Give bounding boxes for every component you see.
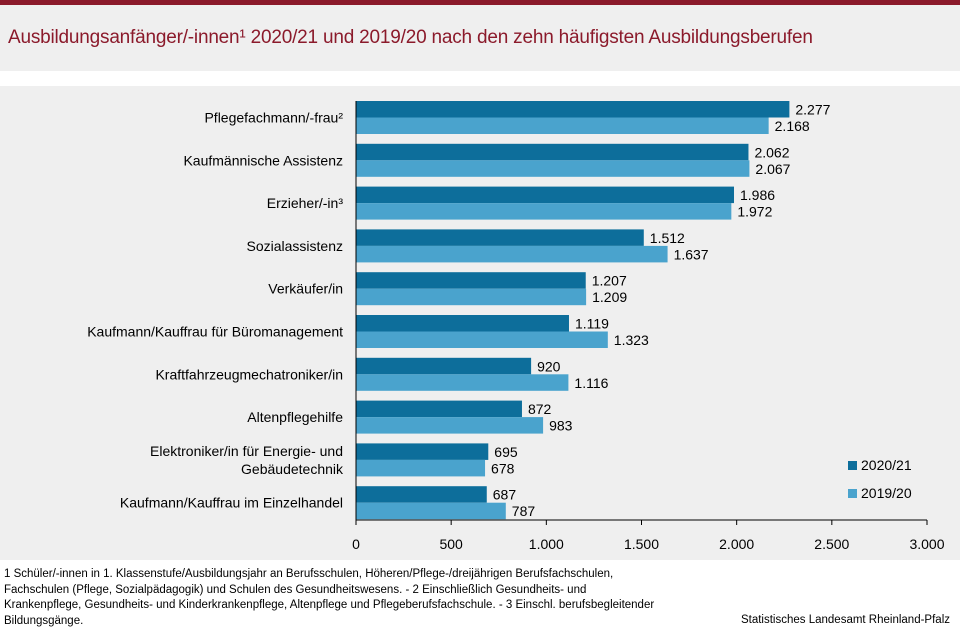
top-accent-line	[0, 0, 960, 5]
value-label: 695	[494, 444, 518, 460]
value-label: 687	[493, 487, 517, 503]
bar-s2	[356, 417, 544, 434]
legend-swatch	[848, 489, 857, 498]
x-tick-label: 3.000	[909, 536, 944, 552]
header-band: Ausbildungsanfänger/-innen¹ 2020/21 und …	[0, 5, 960, 71]
value-label: 2.067	[755, 161, 790, 177]
value-label: 1.637	[674, 246, 709, 262]
x-axis: 0 500 1.000 1.500 2.000 2.500 3.000	[352, 101, 945, 552]
bar-s2	[356, 459, 486, 477]
bar-s1	[356, 143, 749, 161]
value-label: 678	[491, 460, 515, 476]
category-label: Altenpflegehilfe	[247, 409, 343, 425]
bar-s2	[356, 331, 608, 348]
value-label: 920	[537, 358, 561, 374]
bar-s1	[356, 272, 586, 289]
footnote: 1 Schüler/-innen in 1. Klassenstufe/Ausb…	[4, 568, 655, 627]
bar-s1	[356, 443, 489, 460]
bar-s2	[356, 245, 668, 263]
category-label: Sozialassistenz	[247, 238, 344, 254]
category-label: Kaufmann/Kauffrau für Büromanagement	[87, 324, 343, 340]
x-tick-label: 500	[439, 536, 463, 552]
x-tick-label: 0	[352, 536, 360, 552]
value-label: 872	[528, 401, 552, 417]
value-label: 1.986	[740, 187, 775, 203]
value-label: 1.972	[737, 204, 772, 220]
bar-s2	[356, 117, 769, 134]
category-label: Verkäufer/in	[268, 281, 343, 297]
bar-s1	[356, 315, 569, 332]
value-label: 1.512	[650, 230, 685, 246]
bar-s2	[356, 374, 569, 391]
category-label: Kraftfahrzeugmechatroniker/in	[155, 366, 343, 382]
value-label: 1.323	[614, 332, 649, 348]
legend-swatch	[848, 461, 857, 470]
value-label: 1.209	[592, 289, 627, 305]
bar-s2	[356, 288, 587, 306]
chart-title: Ausbildungsanfänger/-innen¹ 2020/21 und …	[8, 27, 813, 48]
x-tick-label: 2.000	[719, 536, 754, 552]
bar-s1	[356, 229, 644, 246]
category-label: Elektroniker/in für Energie- und	[150, 443, 343, 459]
bar-s1	[356, 357, 532, 375]
value-label: 2.168	[775, 118, 810, 134]
source-note: Statistisches Landesamt Rheinland-Pfalz	[740, 614, 950, 626]
bar-s2	[356, 160, 750, 177]
legend-label: 2019/20	[861, 485, 912, 501]
bar-s1	[356, 400, 522, 418]
value-label: 983	[549, 418, 573, 434]
category-label: Kaufmännische Assistenz	[183, 152, 343, 168]
value-label: 787	[512, 503, 536, 519]
x-tick-label: 1.500	[624, 536, 659, 552]
x-tick-label: 1.000	[529, 536, 564, 552]
value-label: 1.119	[575, 316, 609, 332]
value-label: 2.062	[754, 144, 789, 160]
value-label: 1.207	[592, 273, 627, 289]
category-label: Gebäudetechnik	[241, 461, 344, 477]
legend-label: 2020/21	[861, 457, 912, 473]
bar-s1	[356, 486, 487, 503]
category-label: Kaufmann/Kauffrau im Einzelhandel	[120, 495, 343, 511]
category-label: Erzieher/-in³	[267, 195, 344, 211]
bar-s1	[356, 186, 735, 204]
value-label: 2.277	[795, 102, 830, 118]
legend: 2020/21 2019/20	[848, 457, 912, 501]
bar-s1	[356, 101, 790, 118]
category-labels: Pflegefachmann/-frau² Kaufmännische Assis…	[87, 110, 344, 511]
bar-s2	[356, 203, 732, 220]
bar-s2	[356, 502, 506, 520]
bar-chart: Pflegefachmann/-frau² Kaufmännische Assis…	[87, 101, 945, 552]
category-label: Pflegefachmann/-frau²	[204, 110, 343, 126]
bars-layer	[356, 101, 790, 520]
value-label: 1.116	[574, 375, 608, 391]
x-tick-label: 2.500	[814, 536, 849, 552]
